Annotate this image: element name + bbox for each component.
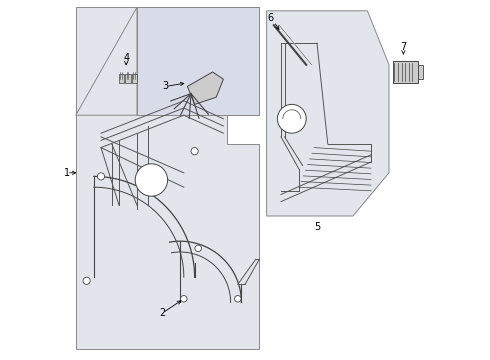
Text: 6: 6	[267, 13, 273, 23]
Text: 5: 5	[314, 222, 320, 232]
Circle shape	[195, 245, 201, 252]
Polygon shape	[137, 7, 259, 115]
Bar	[125, 74, 131, 83]
Bar	[119, 74, 124, 83]
Polygon shape	[187, 72, 223, 104]
Text: 1: 1	[64, 168, 70, 178]
Polygon shape	[76, 7, 259, 349]
Text: 2: 2	[159, 308, 165, 318]
Polygon shape	[267, 11, 389, 216]
Text: 4: 4	[123, 53, 129, 63]
Bar	[132, 74, 137, 83]
Circle shape	[98, 173, 104, 180]
Circle shape	[277, 104, 306, 133]
Circle shape	[135, 164, 168, 196]
Circle shape	[180, 296, 187, 302]
Circle shape	[235, 296, 241, 302]
Circle shape	[83, 277, 90, 284]
Text: 7: 7	[400, 42, 407, 52]
Text: 3: 3	[163, 81, 169, 91]
Bar	[392, 61, 418, 83]
Circle shape	[191, 148, 198, 155]
Polygon shape	[76, 7, 137, 115]
Bar	[418, 65, 423, 79]
